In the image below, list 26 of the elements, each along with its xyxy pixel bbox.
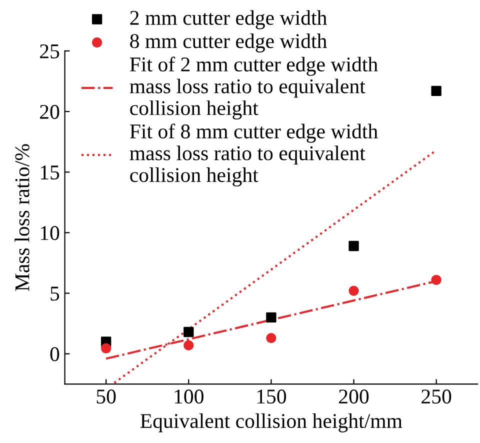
point — [348, 286, 359, 296]
y-tick-label: 25 — [40, 44, 60, 58]
point — [266, 332, 276, 344]
point — [431, 274, 442, 285]
legend-label: Fit of 2 mm cutter edge width mass loss ratio to equivalent collision height — [130, 56, 378, 120]
point — [431, 86, 442, 96]
y-tick-label: 10 — [40, 226, 60, 240]
legend-label: Fit of 8 mm cutter edge width mass loss ratio to equivalent collision height — [130, 124, 378, 186]
legend-label: 8 mm cutter edge width — [130, 34, 327, 52]
x-axis-title: Equivalent collision height/mm — [140, 413, 402, 432]
point — [100, 343, 112, 354]
point — [184, 326, 194, 338]
x-tick-label: 50 — [96, 390, 116, 404]
point — [184, 340, 194, 350]
x-tick-label: 250 — [422, 390, 452, 404]
y-tick-label: 0 — [50, 347, 60, 362]
legend-label: 2 mm cutter edge width — [130, 10, 327, 30]
x-tick-label: 150 — [257, 390, 286, 404]
x-tick-label: 100 — [174, 390, 204, 404]
x-tick-label: 200 — [339, 390, 369, 404]
point — [348, 240, 359, 252]
y-tick-label: 5 — [50, 286, 60, 301]
y-tick-label: 15 — [40, 166, 60, 180]
y-tick-label: 20 — [40, 104, 60, 119]
point — [266, 312, 276, 323]
y-axis-title: Mass loss ratio/% — [14, 144, 30, 291]
